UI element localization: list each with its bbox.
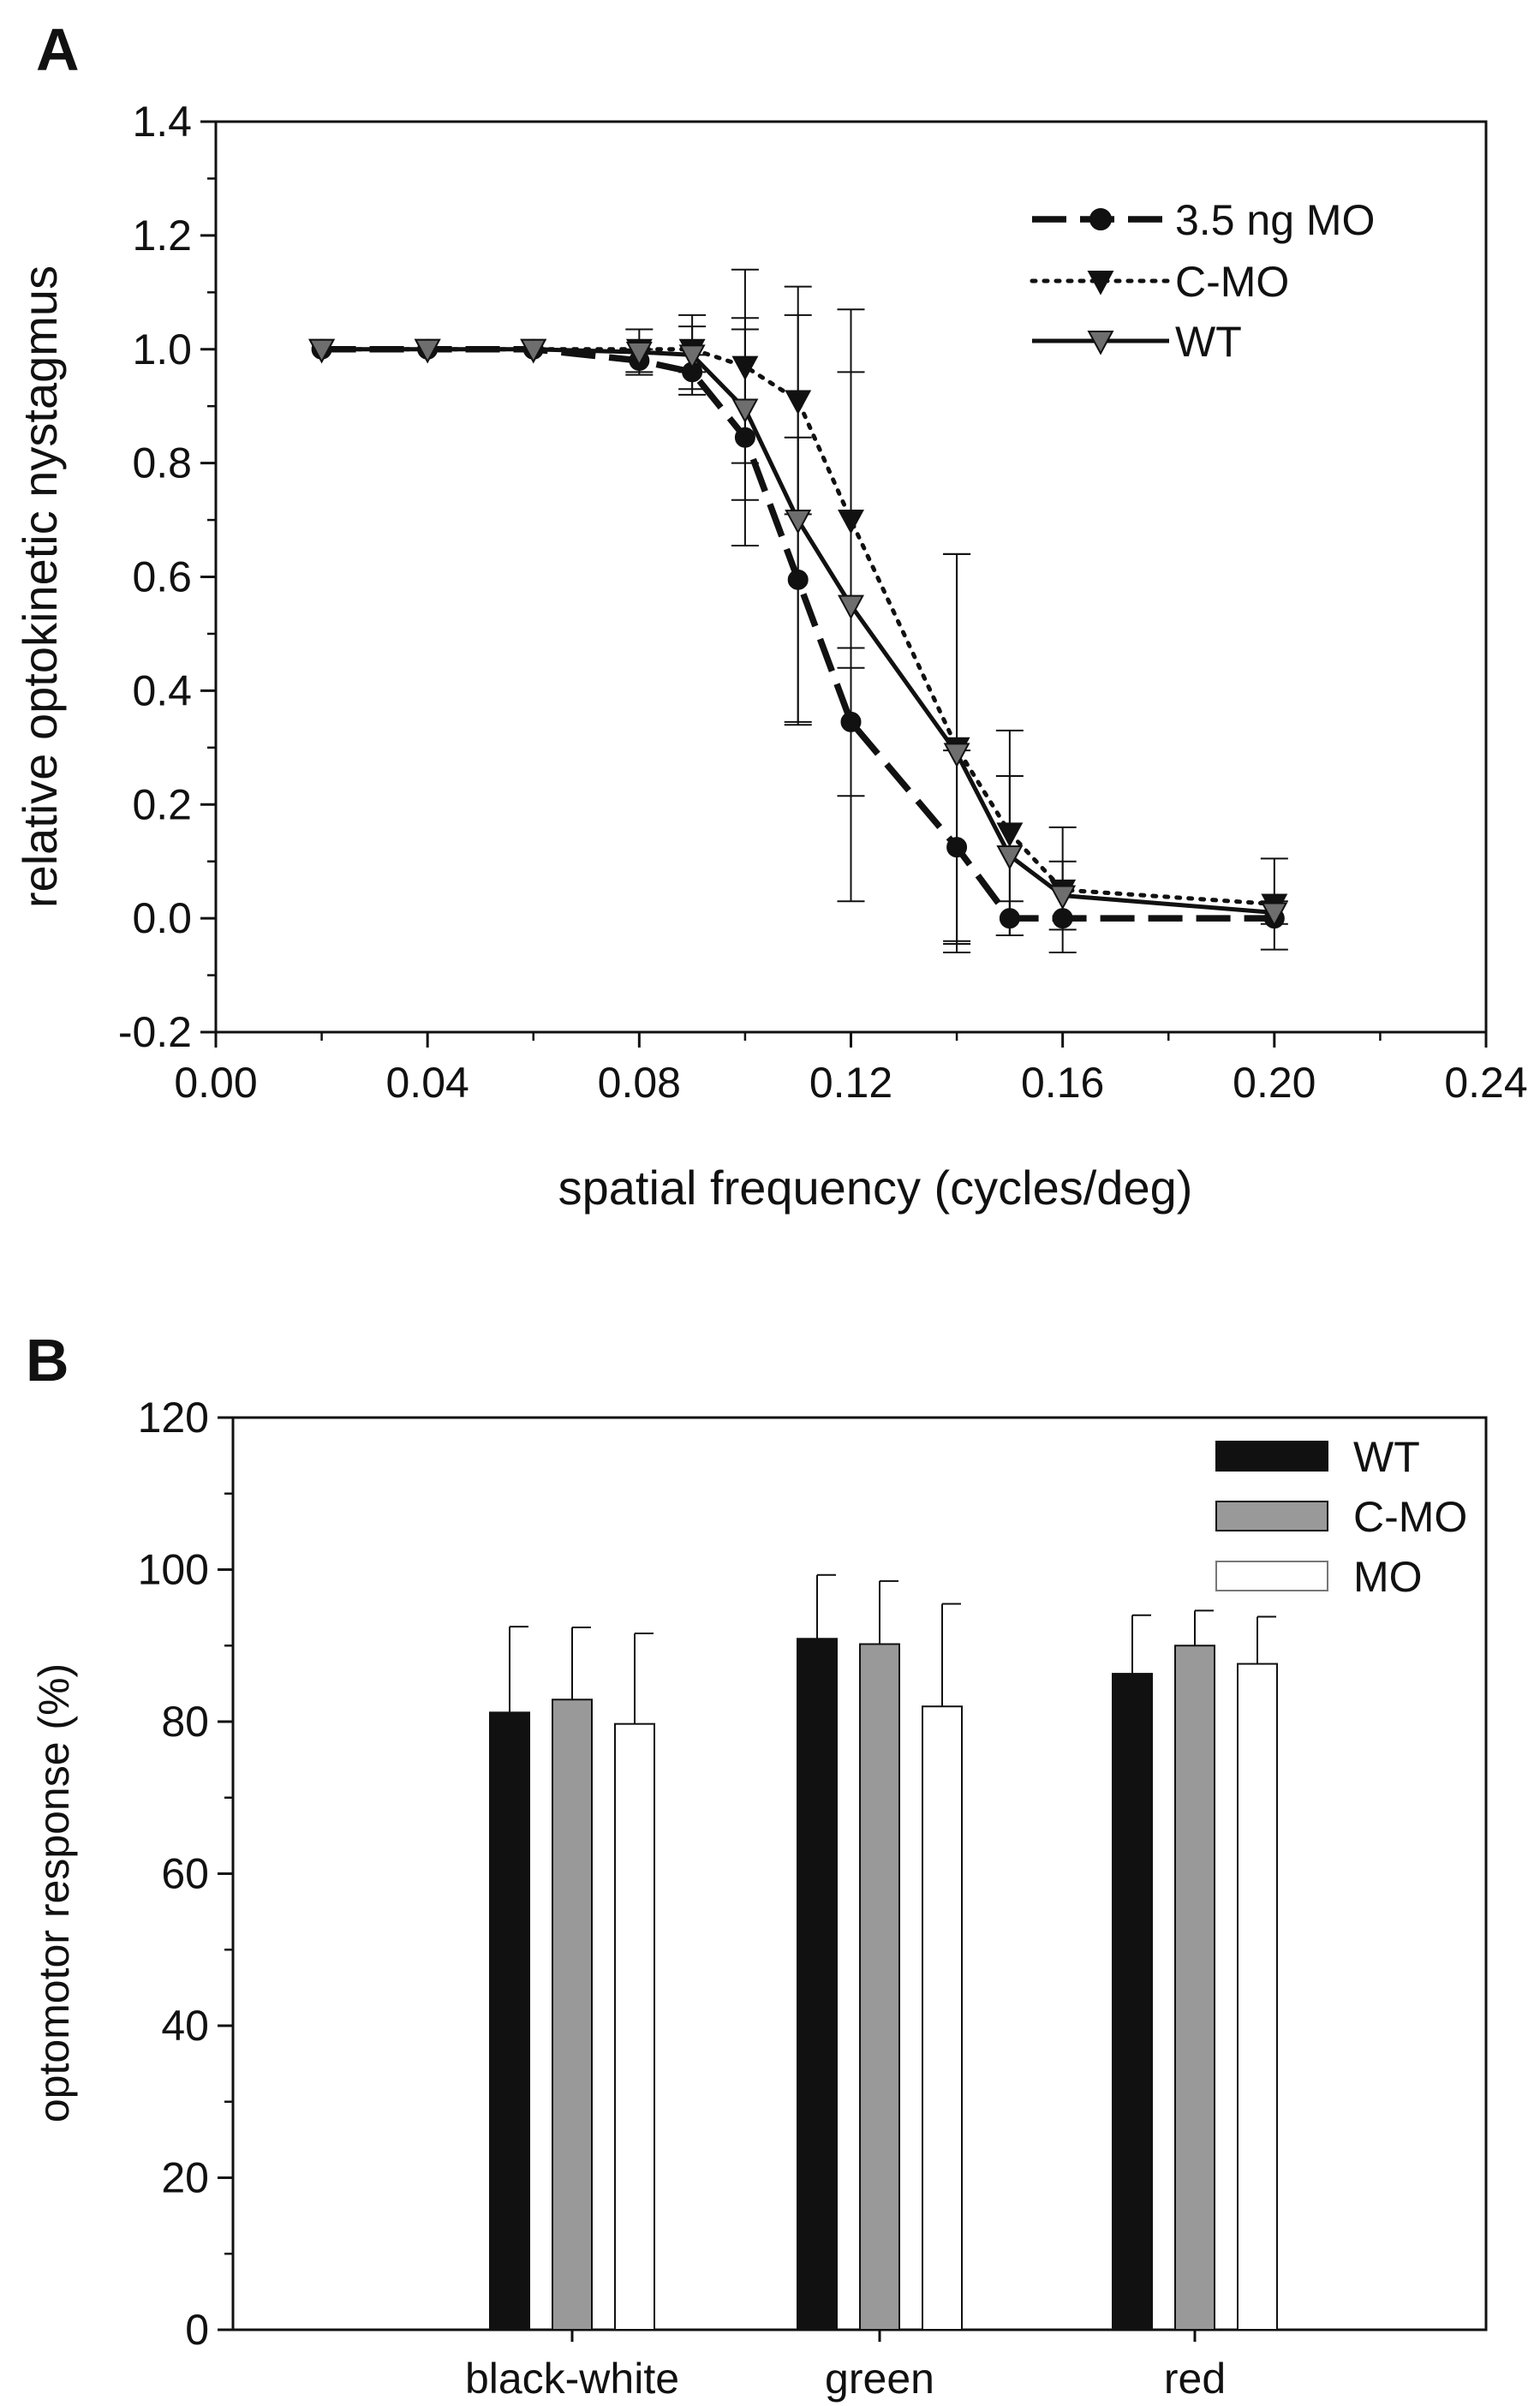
- panel-a-point-wt: [731, 398, 759, 424]
- panel-b-bar-wt: [1112, 1673, 1153, 2331]
- panel-a-legend-marker-mo: [1089, 208, 1112, 230]
- panel-a-xtick-label: 0.12: [809, 1059, 892, 1107]
- panel-b-legend-swatch-mo: [1215, 1561, 1328, 1591]
- panel-a-ytick-label: 0.8: [132, 439, 192, 487]
- panel-a-ytick-label: 1.4: [132, 98, 192, 146]
- panel-b-ytick-label: 80: [161, 1698, 209, 1746]
- panel-b-xtick-label: green: [825, 2355, 934, 2403]
- panel-a-point-wt: [1049, 885, 1077, 910]
- panel-a-legend-label-mo: 3.5 ng MO: [1175, 196, 1375, 244]
- panel-a-point-wt: [520, 338, 547, 364]
- panel-b-ytick-label: 20: [161, 2154, 209, 2202]
- panel-b-legend-label-mo: MO: [1353, 1553, 1423, 1601]
- panel-b-legend-swatch-cmo: [1215, 1501, 1328, 1531]
- panel-b-bar-mo: [922, 1705, 963, 2331]
- panel-a-series-line-wt: [321, 347, 1275, 915]
- panel-a-ylabel: relative optokinetic nystagmus: [13, 266, 67, 908]
- panel-b-legend: WT C-MO MO: [1215, 1433, 1467, 1601]
- panel-b-ytick-label: 40: [161, 2002, 209, 2050]
- panel-a-point-cmo: [785, 390, 812, 415]
- panel-a: A 0.00 0.04 0.08 0.12 0.16 0.20 0.24 -0.2 0.0 0.2…: [13, 16, 1528, 1215]
- panel-a-legend-label-cmo: C-MO: [1175, 258, 1289, 306]
- panel-a-point-mo: [787, 569, 809, 590]
- panel-a-legend-label-wt: WT: [1175, 318, 1242, 366]
- panel-a-point-mo: [999, 908, 1020, 929]
- panel-a-legend-marker-cmo: [1087, 270, 1114, 296]
- panel-a-point-cmo: [731, 355, 759, 381]
- panel-b-xtick-label: red: [1164, 2355, 1226, 2403]
- panel-a-ytick-label: 1.2: [132, 212, 192, 260]
- panel-a-xtick-label: 0.08: [598, 1059, 681, 1107]
- panel-b-bar-wt: [489, 1711, 530, 2331]
- panel-a-xtick-label: 0.20: [1233, 1059, 1316, 1107]
- panel-a-point-wt: [996, 845, 1024, 870]
- panel-a-point-mo: [1052, 908, 1073, 929]
- panel-b-bar-wt: [797, 1638, 838, 2331]
- panel-a-xlabel: spatial frequency (cycles/deg): [558, 1161, 1193, 1215]
- panel-b-legend-swatch-wt: [1215, 1441, 1328, 1472]
- panel-a-ytick-label: 0.6: [132, 553, 192, 601]
- panel-a-point-cmo: [838, 510, 864, 534]
- panel-b-bar-mo: [1237, 1663, 1278, 2331]
- panel-a-point-wt: [414, 338, 441, 364]
- panel-b-ylabel: optomotor response (%): [30, 1663, 78, 2122]
- panel-a-point-wt: [678, 344, 706, 369]
- panel-a-point-wt: [943, 743, 970, 768]
- panel-b-xtick-label: black-white: [465, 2355, 679, 2403]
- panel-a-plot-area: 0.00 0.04 0.08 0.12 0.16 0.20 0.24 -0.2 0.0 0.2 0.…: [118, 98, 1528, 1107]
- panel-b-bar-cmo: [552, 1699, 593, 2331]
- panel-a-ytick-label: -0.2: [118, 1008, 192, 1056]
- panel-b-legend-label-cmo: C-MO: [1353, 1493, 1467, 1541]
- panel-a-xtick-label: 0.24: [1444, 1059, 1527, 1107]
- panel-a-letter: A: [36, 16, 80, 83]
- panel-a-ytick-label: 0.4: [132, 666, 192, 714]
- panel-a-errorbars-cmo: [678, 268, 1288, 953]
- panel-a-xtick-label: 0.16: [1021, 1059, 1104, 1107]
- panel-a-point-mo: [840, 711, 862, 732]
- panel-a-point-wt: [838, 594, 864, 620]
- panel-b-ytick-label: 0: [185, 2306, 209, 2354]
- panel-a-point-cmo: [996, 822, 1024, 848]
- panel-a-xtick-label: 0.04: [386, 1059, 469, 1107]
- panel-a-ytick-label: 1.0: [132, 325, 192, 373]
- panel-a-ytick-label: 0.0: [132, 894, 192, 942]
- panel-a-point-wt: [785, 510, 812, 534]
- panel-a-point-wt: [1261, 902, 1288, 928]
- panel-b-letter: B: [26, 1327, 69, 1394]
- panel-a-legend: 3.5 ng MO C-MO WT: [1030, 196, 1375, 366]
- panel-a-point-wt: [625, 342, 653, 367]
- panel-a-point-mo: [734, 427, 755, 448]
- panel-a-xtick-label: 0.00: [174, 1059, 257, 1107]
- panel-b-bar-mo: [614, 1722, 655, 2331]
- panel-b: B 0 20 40 60 80 100 120 black-white green red opt…: [26, 1327, 1488, 2403]
- panel-a-point-mo: [946, 837, 968, 858]
- panel-b-bar-cmo: [859, 1643, 900, 2331]
- panel-b-legend-label-wt: WT: [1353, 1433, 1420, 1481]
- panel-b-ytick-label: 60: [161, 1850, 209, 1898]
- panel-a-point-wt: [308, 338, 336, 364]
- panel-b-ytick-label: 100: [138, 1546, 209, 1594]
- panel-b-plot-area: 0 20 40 60 80 100 120 black-white green red: [138, 1394, 1488, 2403]
- panel-a-ytick-label: 0.2: [132, 780, 192, 828]
- panel-b-ytick-label: 120: [138, 1394, 209, 1442]
- panel-b-bar-cmo: [1174, 1645, 1215, 2331]
- panel-a-legend-marker-wt: [1087, 330, 1114, 355]
